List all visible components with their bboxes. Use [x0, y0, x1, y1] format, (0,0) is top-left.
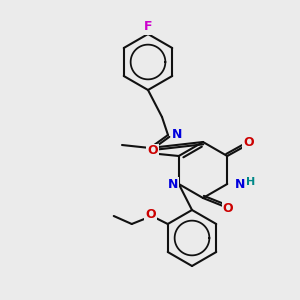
Text: O: O	[146, 208, 156, 220]
Text: O: O	[243, 136, 254, 149]
Text: N: N	[235, 178, 246, 190]
Text: O: O	[223, 202, 233, 214]
Text: N: N	[168, 178, 178, 190]
Text: H: H	[246, 177, 256, 187]
Text: F: F	[144, 20, 152, 34]
Text: H: H	[147, 146, 156, 156]
Text: O: O	[147, 145, 158, 158]
Text: N: N	[172, 128, 182, 142]
